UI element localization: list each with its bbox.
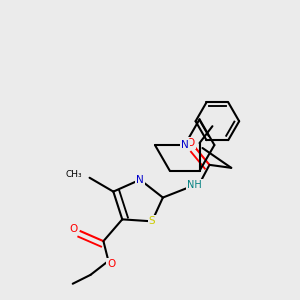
Text: N: N bbox=[136, 175, 144, 185]
Text: O: O bbox=[187, 138, 195, 148]
Text: O: O bbox=[70, 224, 78, 234]
Text: N: N bbox=[181, 140, 189, 150]
Text: S: S bbox=[149, 216, 155, 226]
Text: O: O bbox=[107, 259, 116, 269]
Text: CH₃: CH₃ bbox=[65, 170, 82, 179]
Text: NH: NH bbox=[187, 180, 202, 190]
